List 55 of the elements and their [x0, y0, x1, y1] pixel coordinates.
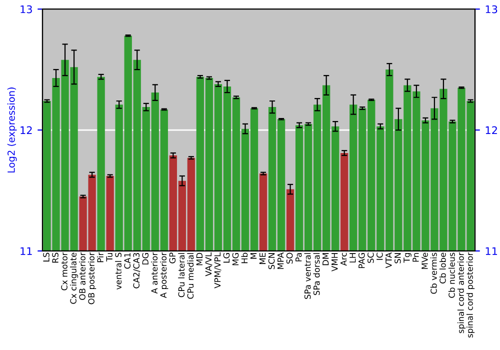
x-tick-label: MVe [422, 252, 428, 269]
x-tick-label: DM [322, 253, 329, 266]
x-tick-label: PAG [358, 253, 365, 268]
x-tick-label: M [250, 253, 257, 259]
x-tick-label: MG [232, 253, 239, 266]
x-tick-label: Hb [241, 252, 248, 264]
x-tick-label: LG [223, 253, 230, 263]
x-tick-label: LS [43, 252, 50, 262]
x-tick-label: Pa [296, 253, 302, 262]
x-tick-label: VPM/VPL [214, 252, 222, 288]
x-tick-label: CA2/CA3 [133, 253, 140, 288]
x-tick-label: VTA [386, 252, 392, 268]
x-tick-label: Pir [97, 252, 104, 262]
x-tick-label: SCN [268, 253, 275, 270]
x-tick-label: A anterior [151, 252, 158, 294]
x-tick-label: MPA [278, 252, 284, 269]
x-tick-label: MD [196, 252, 202, 266]
x-tick-label: SPa ventral [304, 253, 311, 299]
x-tick-label: IC [376, 252, 383, 260]
x-tick-label: Cx cingulate [70, 252, 78, 304]
x-tick-label: SPa dorsal [313, 253, 320, 296]
y-axis-title: Log2 (expression) [7, 88, 17, 172]
x-tick-label: SC [367, 252, 374, 263]
x-tick-label: Tg [404, 253, 412, 263]
y-tick-label: 11 [20, 247, 32, 255]
y2-tick-label: 12 [486, 126, 497, 134]
y-tick-label: 13 [20, 5, 32, 14]
x-tick-label: Pn [412, 253, 419, 262]
x-tick-label: RS [52, 252, 58, 263]
y-tick-label: 12 [20, 126, 32, 134]
x-tick-label: VA/VL [205, 252, 212, 276]
x-tick-label: GP [169, 252, 176, 264]
x-tick-label: DG [142, 253, 149, 264]
x-tick-label: spinal cord anterior [457, 252, 466, 334]
x-tick-label: ME [259, 252, 266, 264]
x-tick-label: SO [286, 252, 293, 264]
x-tick-label: ventral S [115, 252, 122, 290]
x-tick-label: OB anterior [79, 252, 86, 300]
x-tick-label: Cx motor [61, 252, 68, 290]
x-tick-label: OB posterior [88, 252, 96, 304]
y2-tick-label: 13 [486, 5, 498, 14]
x-tick-label: CA1 [124, 253, 131, 269]
x-tick-label: A posterior [160, 252, 168, 298]
y2-tick-label: 11 [486, 247, 498, 255]
x-tick-label: Cb lobe [439, 252, 446, 284]
x-tick-label: CPu lateral [178, 253, 185, 298]
x-tick-label: spinal cord posterior [466, 252, 475, 338]
x-tick-label: VMH [332, 253, 338, 272]
x-tick-label: Cb nucleus [448, 252, 455, 298]
x-tick-label: CPu medial [187, 253, 194, 299]
x-tick-label: SN [394, 253, 401, 264]
x-tick-label: LH [350, 253, 356, 262]
x-tick-label: Tu [106, 253, 112, 262]
x-tick-label: Cb vermis [430, 252, 437, 294]
x-tick-label: Arc [340, 252, 347, 266]
